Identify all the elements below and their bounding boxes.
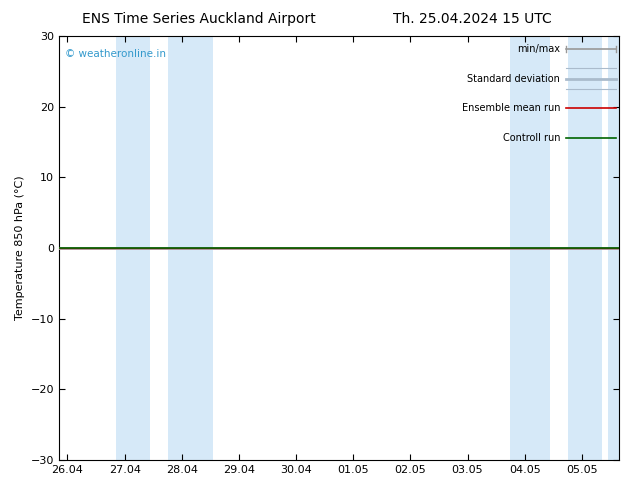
Bar: [607, 36, 619, 460]
Text: Ensemble mean run: Ensemble mean run: [462, 103, 560, 113]
Text: ENS Time Series Auckland Airport: ENS Time Series Auckland Airport: [82, 12, 316, 26]
Bar: [510, 36, 550, 460]
Bar: [167, 36, 213, 460]
Text: Controll run: Controll run: [503, 133, 560, 143]
Text: Standard deviation: Standard deviation: [467, 74, 560, 84]
Bar: [116, 36, 150, 460]
Text: © weatheronline.in: © weatheronline.in: [65, 49, 165, 59]
Text: Th. 25.04.2024 15 UTC: Th. 25.04.2024 15 UTC: [393, 12, 552, 26]
Y-axis label: Temperature 850 hPa (°C): Temperature 850 hPa (°C): [15, 176, 25, 320]
Bar: [567, 36, 602, 460]
Text: min/max: min/max: [517, 44, 560, 54]
